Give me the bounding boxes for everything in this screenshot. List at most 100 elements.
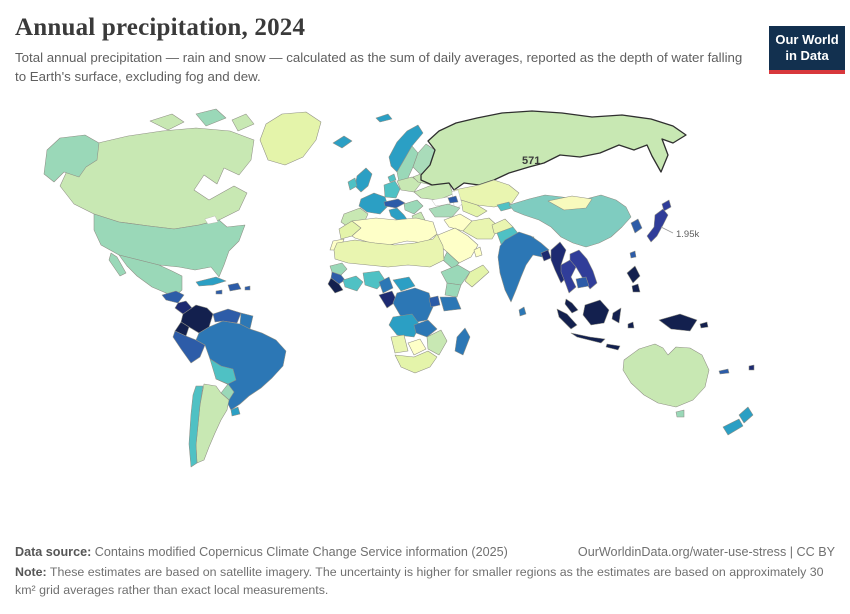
country-arctic-island-3[interactable] — [231, 113, 255, 132]
country-ireland[interactable] — [347, 177, 358, 191]
country-arctic-island-1[interactable] — [149, 113, 185, 131]
country-france[interactable] — [358, 192, 389, 215]
country-chile[interactable] — [188, 385, 204, 468]
data-source-label: Data source: — [15, 545, 92, 559]
country-south-africa[interactable] — [394, 350, 438, 374]
country-brazil[interactable] — [195, 320, 287, 411]
country-new-zealand-south[interactable] — [722, 418, 744, 436]
country-indonesia-maluku[interactable] — [627, 321, 635, 329]
country-poland-czech[interactable] — [396, 176, 422, 193]
country-peru[interactable] — [172, 330, 206, 364]
country-iceland[interactable] — [332, 135, 353, 149]
great-lakes — [204, 215, 219, 225]
country-sahel[interactable] — [333, 233, 445, 268]
black-sea — [431, 196, 451, 207]
data-source-text: Contains modified Copernicus Climate Cha… — [91, 545, 508, 559]
country-norway[interactable] — [388, 124, 424, 173]
country-venezuela[interactable] — [212, 308, 242, 324]
country-greenland[interactable] — [259, 111, 322, 166]
country-uruguay[interactable] — [230, 406, 241, 417]
country-cuba[interactable] — [195, 276, 227, 287]
country-indonesia-lesser-sunda[interactable] — [605, 343, 621, 351]
country-korea[interactable] — [630, 218, 643, 234]
country-guinea[interactable] — [330, 271, 346, 285]
country-cameroon[interactable] — [378, 276, 394, 294]
country-arctic-island-2[interactable] — [195, 108, 227, 127]
country-ivory-ghana[interactable] — [342, 275, 364, 292]
country-taiwan[interactable] — [629, 250, 637, 259]
country-russia[interactable] — [420, 110, 687, 191]
country-puerto-rico[interactable] — [244, 285, 251, 291]
data-source-line: Data source: Contains modified Copernicu… — [15, 545, 508, 559]
country-tasmania[interactable] — [675, 409, 685, 418]
country-bolivia[interactable] — [209, 358, 237, 385]
country-new-zealand-north[interactable] — [738, 406, 754, 424]
country-japan[interactable] — [646, 208, 669, 243]
country-thailand[interactable] — [560, 259, 577, 294]
chart-header: Annual precipitation, 2024 Total annual … — [0, 14, 850, 87]
country-somalia[interactable] — [464, 264, 490, 288]
country-botswana[interactable] — [407, 338, 427, 356]
country-japan-hokkaido[interactable] — [661, 199, 672, 212]
country-alaska[interactable] — [43, 134, 100, 183]
country-angola[interactable] — [388, 313, 421, 338]
country-indonesia-sulawesi[interactable] — [611, 307, 622, 324]
country-mexico-baja[interactable] — [108, 252, 127, 277]
country-jamaica[interactable] — [215, 289, 223, 295]
country-balkans[interactable] — [403, 199, 424, 215]
japan-value-label: 1.95k — [676, 229, 699, 240]
owid-logo-line1: Our World — [775, 32, 839, 47]
country-svalbard[interactable] — [375, 113, 393, 123]
country-cambodia[interactable] — [575, 276, 590, 289]
country-philippines[interactable] — [626, 265, 641, 284]
note-label: Note: — [15, 565, 47, 579]
country-madagascar[interactable] — [454, 327, 471, 356]
country-alps[interactable] — [383, 198, 406, 209]
chart-footer: Data source: Contains modified Copernicu… — [15, 545, 835, 600]
country-indonesia-sumatra[interactable] — [556, 308, 578, 330]
country-oman[interactable] — [473, 246, 483, 258]
country-kenya[interactable] — [444, 282, 462, 298]
country-australia[interactable] — [622, 343, 710, 408]
country-sahara-block[interactable] — [351, 217, 438, 246]
country-india[interactable] — [497, 231, 550, 303]
country-senegal[interactable] — [329, 262, 348, 276]
country-guatemala-honduras[interactable] — [161, 290, 185, 304]
country-central-african-republic[interactable] — [392, 276, 416, 292]
country-sri-lanka[interactable] — [518, 306, 527, 317]
country-tanzania[interactable] — [439, 296, 462, 312]
rights-link[interactable]: OurWorldinData.org/water-use-stress | CC… — [577, 545, 835, 559]
country-malaysia[interactable] — [564, 298, 579, 314]
owid-logo[interactable]: Our World in Data — [769, 26, 845, 74]
russia-value-label: 571 — [522, 155, 540, 167]
country-philippines-south[interactable] — [631, 283, 641, 293]
note-text: These estimates are based on satellite i… — [15, 565, 824, 597]
country-uganda-rwanda[interactable] — [428, 295, 441, 308]
country-new-caledonia[interactable] — [718, 368, 730, 375]
world-choropleth-map: 571 1.95k — [43, 108, 755, 468]
country-laos-vietnam[interactable] — [569, 249, 598, 290]
country-denmark[interactable] — [387, 173, 397, 183]
page-title: Annual precipitation, 2024 — [15, 14, 306, 41]
country-central-asia[interactable] — [460, 199, 488, 218]
country-namibia[interactable] — [390, 334, 409, 354]
country-zimbabwe-mozambique[interactable] — [426, 329, 448, 356]
country-drc[interactable] — [392, 287, 434, 324]
country-sierra-liberia[interactable] — [327, 277, 344, 294]
country-indonesia-java[interactable] — [570, 332, 606, 344]
country-mongolia[interactable] — [547, 195, 593, 211]
map-legend: No data 0 mm 500 mm 1,000 mm 1,500 mm 2,… — [0, 472, 850, 532]
chart-subtitle: Total annual precipitation — rain and sn… — [15, 50, 743, 84]
japan-label-leader-line — [660, 226, 674, 234]
country-zambia[interactable] — [413, 319, 438, 338]
country-new-britain[interactable] — [699, 321, 709, 329]
country-indonesia-borneo[interactable] — [582, 299, 610, 326]
country-fiji[interactable] — [748, 364, 755, 371]
country-turkey[interactable] — [428, 203, 461, 218]
country-ethiopia[interactable] — [440, 264, 471, 286]
country-papua-new-guinea[interactable] — [658, 313, 698, 332]
country-georgia[interactable] — [447, 195, 459, 204]
country-hispaniola[interactable] — [227, 282, 242, 292]
country-germany[interactable] — [383, 180, 401, 199]
country-uk[interactable] — [354, 167, 373, 193]
